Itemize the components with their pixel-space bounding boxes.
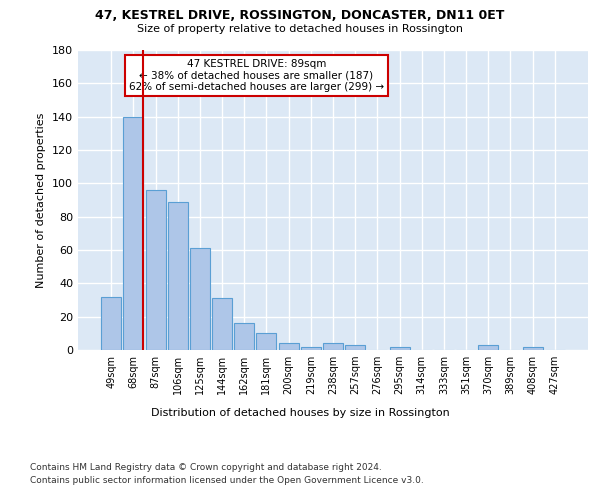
Bar [523, 346, 542, 350]
Bar [234, 324, 254, 350]
Bar [323, 344, 343, 350]
Bar [345, 345, 365, 350]
Bar [301, 346, 321, 350]
Bar [212, 298, 232, 350]
Bar [478, 345, 498, 350]
Text: Size of property relative to detached houses in Rossington: Size of property relative to detached ho… [137, 24, 463, 34]
Bar [146, 190, 166, 350]
Text: Contains public sector information licensed under the Open Government Licence v3: Contains public sector information licen… [30, 476, 424, 485]
Text: 47 KESTREL DRIVE: 89sqm
← 38% of detached houses are smaller (187)
62% of semi-d: 47 KESTREL DRIVE: 89sqm ← 38% of detache… [129, 59, 384, 92]
Bar [190, 248, 210, 350]
Bar [256, 334, 277, 350]
Bar [101, 296, 121, 350]
Text: 47, KESTREL DRIVE, ROSSINGTON, DONCASTER, DN11 0ET: 47, KESTREL DRIVE, ROSSINGTON, DONCASTER… [95, 9, 505, 22]
Bar [389, 346, 410, 350]
Bar [124, 116, 143, 350]
Bar [278, 344, 299, 350]
Text: Contains HM Land Registry data © Crown copyright and database right 2024.: Contains HM Land Registry data © Crown c… [30, 462, 382, 471]
Text: Distribution of detached houses by size in Rossington: Distribution of detached houses by size … [151, 408, 449, 418]
Bar [168, 202, 188, 350]
Y-axis label: Number of detached properties: Number of detached properties [37, 112, 46, 288]
